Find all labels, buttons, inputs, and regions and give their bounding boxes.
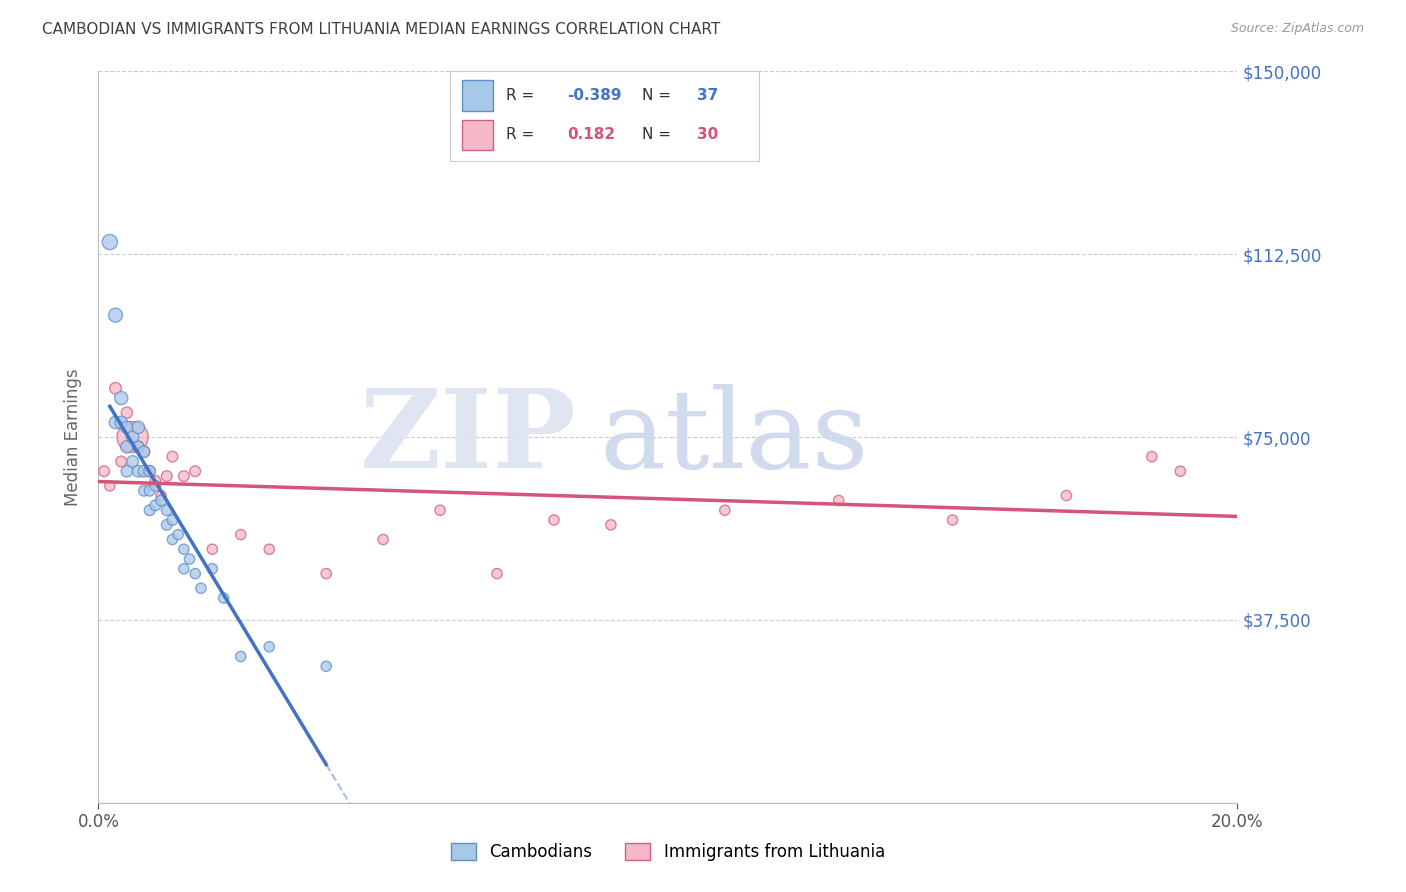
Point [190, 581, 212, 595]
Text: N =: N = [641, 128, 671, 142]
Point [127, 440, 149, 454]
Point [162, 513, 184, 527]
Point [115, 406, 138, 420]
Point [201, 542, 224, 557]
Point [98, 235, 121, 249]
Point [115, 440, 138, 454]
Point [156, 469, 179, 483]
Point [1170, 464, 1192, 478]
Point [127, 440, 149, 454]
Point [127, 464, 149, 478]
Point [138, 483, 160, 498]
Point [543, 513, 565, 527]
Point [201, 562, 224, 576]
Bar [463, 120, 494, 150]
Point [1056, 489, 1078, 503]
Point [132, 464, 155, 478]
Point [104, 381, 127, 395]
Point [162, 533, 184, 547]
Point [212, 591, 235, 605]
Text: R =: R = [506, 88, 534, 103]
Point [132, 444, 155, 458]
Point [173, 562, 195, 576]
Point [259, 542, 281, 557]
Text: 37: 37 [697, 88, 718, 103]
Point [110, 416, 132, 430]
Point [184, 464, 207, 478]
Y-axis label: Median Earnings: Median Earnings [65, 368, 83, 506]
Point [714, 503, 737, 517]
Point [600, 517, 623, 532]
Point [229, 649, 252, 664]
Text: atlas: atlas [599, 384, 869, 491]
Point [150, 493, 173, 508]
Point [942, 513, 965, 527]
Point [121, 430, 143, 444]
Point [127, 420, 149, 434]
Text: 0.182: 0.182 [568, 128, 616, 142]
Point [373, 533, 395, 547]
Point [121, 430, 143, 444]
Text: ZIP: ZIP [360, 384, 576, 491]
Text: 30: 30 [697, 128, 718, 142]
Point [93, 464, 115, 478]
Point [138, 503, 160, 517]
Text: R =: R = [506, 128, 534, 142]
Point [145, 474, 167, 488]
Point [104, 308, 127, 322]
Point [429, 503, 451, 517]
Point [138, 464, 160, 478]
Point [167, 527, 190, 541]
Point [115, 420, 138, 434]
Text: N =: N = [641, 88, 671, 103]
Point [145, 499, 167, 513]
Point [145, 479, 167, 493]
Point [132, 483, 155, 498]
Point [132, 444, 155, 458]
Text: -0.389: -0.389 [568, 88, 621, 103]
Point [138, 464, 160, 478]
Point [110, 454, 132, 468]
Point [115, 464, 138, 478]
Point [315, 566, 337, 581]
Bar [463, 80, 494, 111]
Point [173, 542, 195, 557]
Point [162, 450, 184, 464]
Text: CAMBODIAN VS IMMIGRANTS FROM LITHUANIA MEDIAN EARNINGS CORRELATION CHART: CAMBODIAN VS IMMIGRANTS FROM LITHUANIA M… [42, 22, 720, 37]
Point [229, 527, 252, 541]
Point [179, 552, 201, 566]
Point [184, 566, 207, 581]
Point [259, 640, 281, 654]
Point [315, 659, 337, 673]
Point [98, 479, 121, 493]
Point [156, 503, 179, 517]
Point [828, 493, 851, 508]
Point [110, 391, 132, 405]
Point [121, 454, 143, 468]
Legend: Cambodians, Immigrants from Lithuania: Cambodians, Immigrants from Lithuania [444, 836, 891, 868]
Point [150, 489, 173, 503]
Point [104, 416, 127, 430]
Point [173, 469, 195, 483]
Point [486, 566, 509, 581]
Point [1140, 450, 1163, 464]
Point [156, 517, 179, 532]
Text: Source: ZipAtlas.com: Source: ZipAtlas.com [1230, 22, 1364, 36]
